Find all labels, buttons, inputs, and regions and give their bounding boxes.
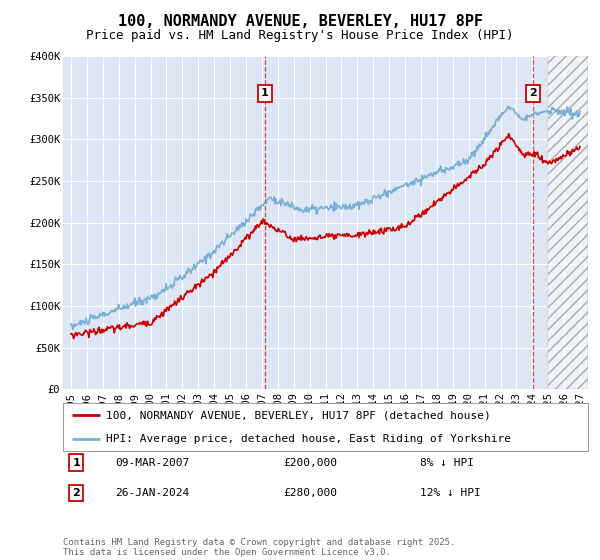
Text: 09-MAR-2007: 09-MAR-2007 [115, 458, 190, 468]
Text: £200,000: £200,000 [284, 458, 337, 468]
Text: Contains HM Land Registry data © Crown copyright and database right 2025.
This d: Contains HM Land Registry data © Crown c… [63, 538, 455, 557]
Text: 12% ↓ HPI: 12% ↓ HPI [420, 488, 481, 498]
Text: 1: 1 [261, 88, 269, 99]
Text: 100, NORMANDY AVENUE, BEVERLEY, HU17 8PF (detached house): 100, NORMANDY AVENUE, BEVERLEY, HU17 8PF… [106, 410, 491, 420]
Text: 8% ↓ HPI: 8% ↓ HPI [420, 458, 474, 468]
Text: 26-JAN-2024: 26-JAN-2024 [115, 488, 190, 498]
Text: 2: 2 [72, 488, 80, 498]
Text: Price paid vs. HM Land Registry's House Price Index (HPI): Price paid vs. HM Land Registry's House … [86, 29, 514, 42]
Text: HPI: Average price, detached house, East Riding of Yorkshire: HPI: Average price, detached house, East… [106, 434, 511, 444]
Text: 100, NORMANDY AVENUE, BEVERLEY, HU17 8PF: 100, NORMANDY AVENUE, BEVERLEY, HU17 8PF [118, 14, 482, 29]
Text: 2: 2 [530, 88, 538, 99]
Text: £280,000: £280,000 [284, 488, 337, 498]
Text: 1: 1 [72, 458, 80, 468]
